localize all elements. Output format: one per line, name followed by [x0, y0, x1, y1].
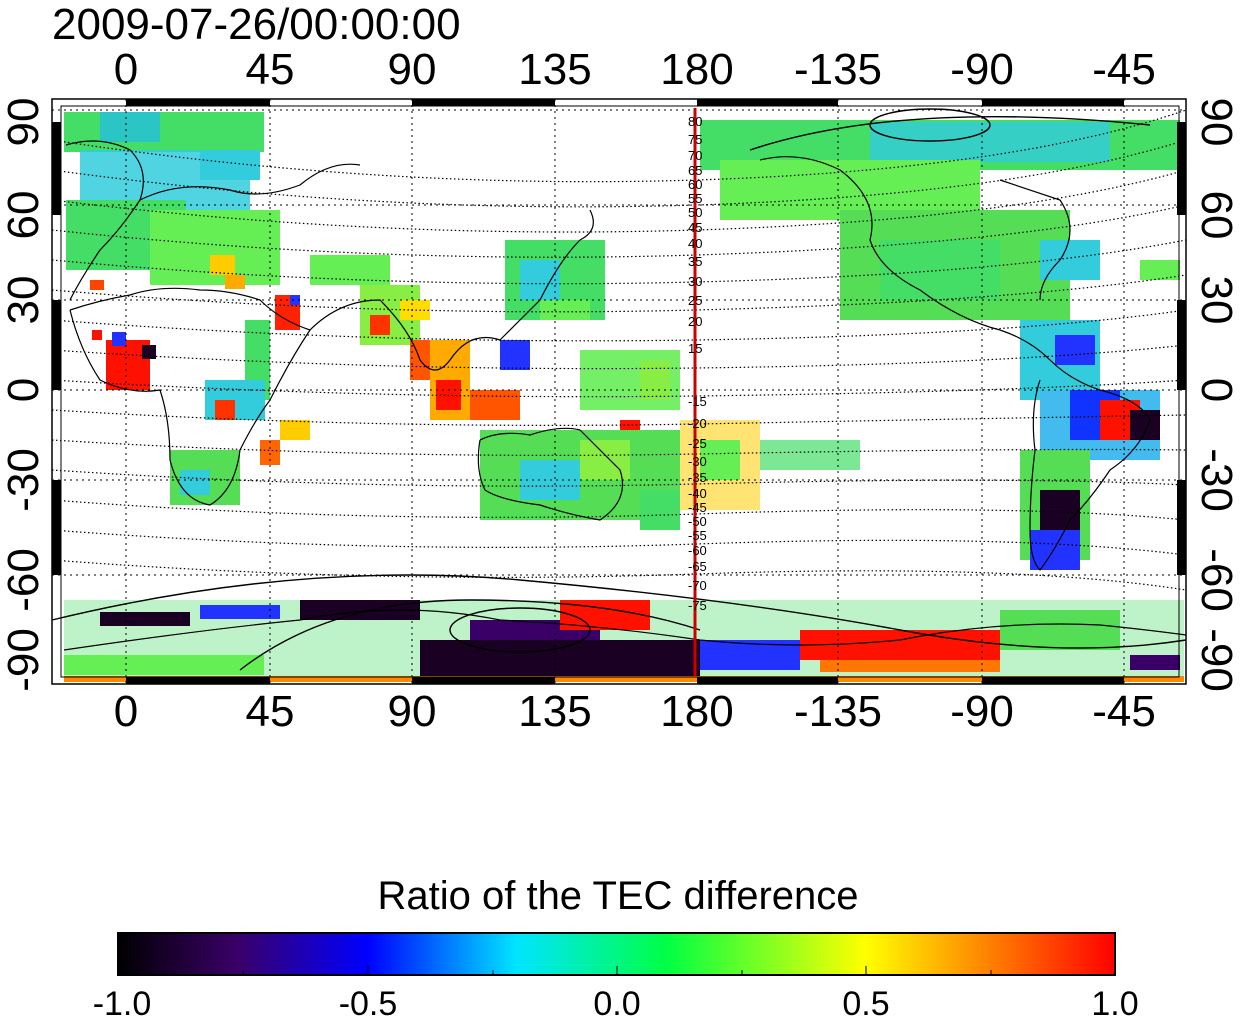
contour-label: 65 [688, 163, 702, 178]
lon-tick-bottom: 45 [245, 687, 295, 736]
map-title: 2009-07-26/00:00:00 [52, 0, 461, 49]
contour-label: -60 [688, 543, 707, 558]
contour-label: 75 [688, 132, 702, 147]
contour-label: 70 [688, 148, 702, 163]
contour-label: 40 [688, 236, 702, 251]
contour-label: 55 [688, 191, 702, 206]
contour-label: -50 [688, 514, 707, 529]
map-inner-frame [60, 105, 1180, 678]
lon-tick-top: 135 [518, 45, 592, 94]
contour-label: 30 [688, 274, 702, 289]
contour-label: 15 [688, 341, 702, 356]
lon-tick-bottom: -135 [793, 687, 883, 736]
colorbar-tick-label: 0.0 [593, 985, 641, 1023]
lon-tick-top: -135 [793, 45, 883, 94]
colorbar-title: Ratio of the TEC difference [377, 874, 859, 918]
colorbar-tick-label: -1.0 [92, 985, 152, 1023]
contour-label: -65 [688, 559, 707, 574]
lon-tick-top: 90 [387, 45, 437, 94]
contour-label: -30 [688, 454, 707, 469]
colorbar-tick-label: 1.0 [1091, 985, 1139, 1023]
contour-label: 20 [688, 314, 702, 329]
magnetic-contours [51, 109, 1187, 591]
lon-tick-top: 45 [245, 45, 295, 94]
contour-label: -25 [688, 436, 707, 451]
lon-tick-bottom: 135 [518, 687, 592, 736]
contour-label: 80 [688, 114, 702, 129]
graticule [52, 99, 1186, 684]
colorbar-ticks [242, 966, 992, 975]
contour-label: -40 [688, 486, 707, 501]
lon-tick-bottom: 0 [113, 687, 139, 736]
contour-label: 25 [688, 293, 702, 308]
contour-label: -75 [688, 598, 707, 613]
tec-data-layer [64, 112, 1184, 682]
map-frame [51, 98, 1187, 685]
colorbar-tick-label: 0.5 [842, 985, 890, 1023]
frame-ticks [52, 99, 1186, 684]
lon-tick-bottom: 90 [387, 687, 437, 736]
contour-labels: 80 75 70 65 60 55 50 45 40 35 30 25 20 1… [688, 114, 707, 613]
lon-tick-top: -45 [1092, 45, 1156, 94]
contour-label: -45 [688, 500, 707, 515]
contour-label: -55 [688, 528, 707, 543]
contour-label: 50 [688, 205, 702, 220]
polar-contours [51, 108, 1187, 671]
contour-label: -35 [688, 470, 707, 485]
contour-label: 60 [688, 177, 702, 192]
lon-tick-top: -90 [950, 45, 1014, 94]
lon-tick-top: 0 [113, 45, 139, 94]
lon-tick-bottom: -45 [1092, 687, 1156, 736]
contour-label: -15 [688, 394, 707, 409]
coastlines [63, 140, 1187, 651]
contour-label: 35 [688, 254, 702, 269]
lon-tick-bottom: -90 [950, 687, 1014, 736]
lon-tick-bottom: 180 [660, 687, 734, 736]
contour-label: -70 [688, 578, 707, 593]
lon-tick-top: 180 [660, 45, 734, 94]
contour-label: -20 [688, 416, 707, 431]
contour-label: 45 [688, 220, 702, 235]
colorbar-tick-label: -0.5 [338, 985, 398, 1023]
